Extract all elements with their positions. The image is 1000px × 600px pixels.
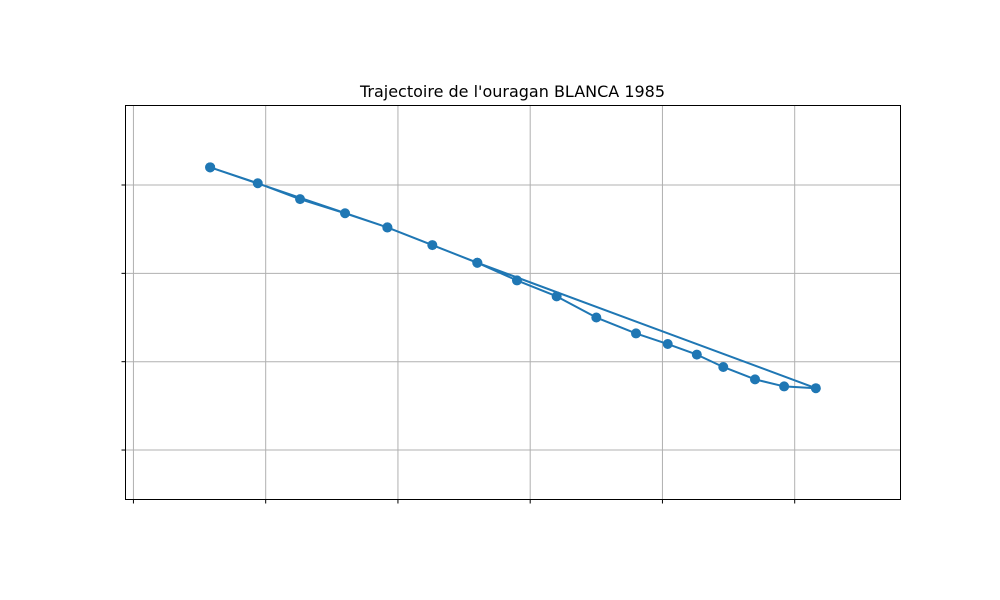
data-point-0-18 xyxy=(382,222,393,233)
data-point-0-13 xyxy=(718,361,729,372)
plot-background xyxy=(125,105,901,500)
data-point-0-10 xyxy=(630,328,641,339)
series-layer xyxy=(205,162,821,394)
data-point-0-9 xyxy=(591,312,602,323)
data-point-0-12 xyxy=(691,349,702,360)
data-point-0-19 xyxy=(205,162,216,173)
data-point-0-11 xyxy=(662,339,673,350)
series-line-0 xyxy=(209,166,817,390)
data-point-0-15 xyxy=(779,381,790,392)
data-point-0-17 xyxy=(472,257,483,268)
data-point-0-1 xyxy=(252,178,263,189)
data-point-0-2 xyxy=(295,194,306,205)
data-point-0-3 xyxy=(340,208,351,219)
data-point-0-14 xyxy=(750,374,761,385)
plot-frame xyxy=(125,105,901,500)
chart-title: Trajectoire de l'ouragan BLANCA 1985 xyxy=(359,82,665,101)
data-point-0-5 xyxy=(427,240,438,251)
data-point-0-16 xyxy=(810,383,821,394)
data-point-0-7 xyxy=(511,275,522,286)
data-point-0-8 xyxy=(551,291,562,302)
